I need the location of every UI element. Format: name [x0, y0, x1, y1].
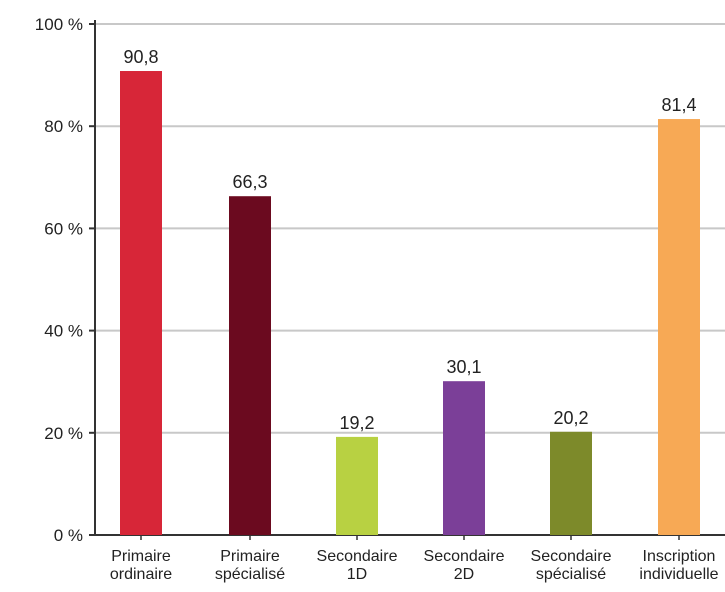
bar — [550, 431, 592, 535]
category-label: Secondaire — [317, 548, 398, 565]
bar-value-label: 19,2 — [339, 413, 374, 433]
category-label: Secondaire — [531, 548, 612, 565]
bar-value-label: 90,8 — [123, 47, 158, 67]
y-tick-label: 60 % — [44, 219, 83, 238]
y-tick-label: 40 % — [44, 322, 83, 341]
bar — [658, 119, 700, 536]
y-tick-label: 20 % — [44, 424, 83, 443]
category-label: spécialisé — [215, 566, 285, 583]
category-label: ordinaire — [110, 566, 172, 583]
bar — [336, 436, 378, 535]
bar-value-label: 66,3 — [232, 172, 267, 192]
category-label: spécialisé — [536, 566, 606, 583]
category-label: Inscription — [643, 548, 716, 565]
axes — [89, 20, 725, 540]
y-tick-label: 100 % — [35, 15, 83, 34]
bar-value-label: 81,4 — [661, 95, 696, 115]
bar-value-label: 20,2 — [553, 408, 588, 428]
gridlines — [95, 23, 725, 434]
category-label: 1D — [347, 566, 367, 583]
bar — [229, 196, 271, 535]
category-label: 2D — [454, 566, 474, 583]
category-label: Primaire — [111, 548, 171, 565]
labels: 0 %20 %40 %60 %80 %100 %90,8Primaireordi… — [35, 15, 719, 583]
bar — [443, 381, 485, 535]
bar-value-label: 30,1 — [446, 357, 481, 377]
bar — [120, 71, 162, 536]
category-label: Secondaire — [424, 548, 505, 565]
y-tick-label: 80 % — [44, 117, 83, 136]
category-label: individuelle — [639, 566, 718, 583]
bars — [120, 71, 700, 536]
category-label: Primaire — [220, 548, 280, 565]
y-tick-label: 0 % — [54, 526, 83, 545]
